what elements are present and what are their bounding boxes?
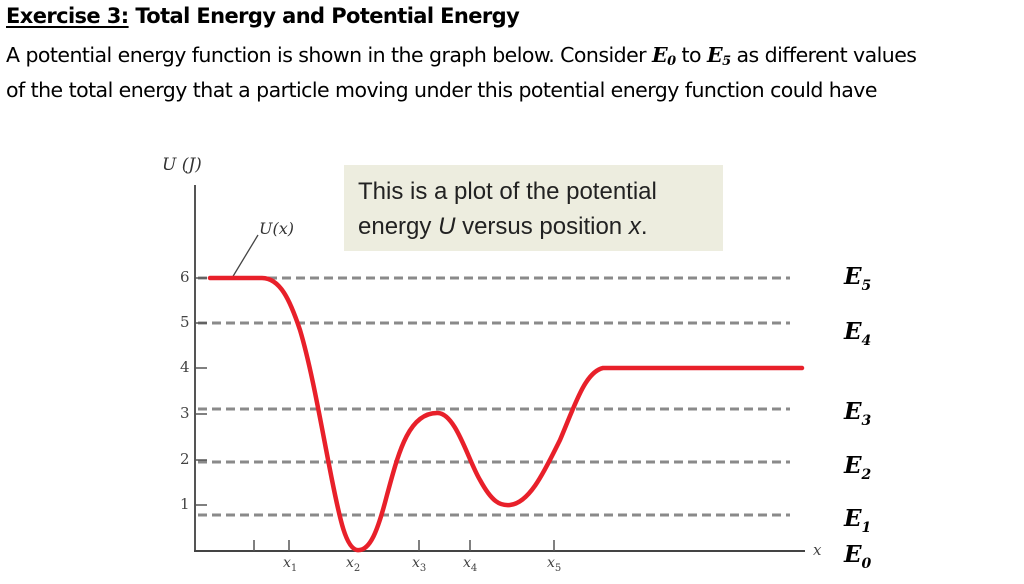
energy-label-e5: E5 [844, 263, 872, 294]
x-tick-x2: x2 [346, 555, 361, 574]
curve-label-leader [231, 234, 259, 279]
energy-label-e2: E2 [844, 452, 872, 483]
energy-label-e3: E3 [844, 398, 872, 429]
exercise-label: Exercise 3: [6, 4, 129, 28]
energy-label-e4: E4 [844, 318, 872, 349]
x-tick-x4: x4 [463, 555, 478, 574]
y-axis-label: U (J) [162, 155, 202, 175]
description-text: A potential energy function is shown in … [6, 43, 652, 67]
x-axis-label: x [813, 541, 822, 559]
energy-symbol-e0: E0 [652, 43, 676, 69]
energy-symbol-e5: E5 [707, 43, 731, 69]
energy-label-e1: E1 [844, 505, 872, 536]
callout-line-2: energy U versus position x. [358, 213, 648, 240]
exercise-title: Total Energy and Potential Energy [135, 4, 520, 28]
x-tick-x1: x1 [283, 555, 298, 574]
curve-label: U(x) [259, 219, 294, 238]
y-tick-3: 3 [180, 404, 190, 422]
exercise-heading: Exercise 3: Total Energy and Potential E… [6, 4, 520, 28]
description-line-1: A potential energy function is shown in … [6, 43, 917, 69]
x-ticks [253, 540, 555, 551]
x-tick-x5: x5 [547, 555, 562, 574]
energy-label-e0: E0 [844, 541, 872, 572]
potential-curve [207, 275, 805, 553]
y-tick-2: 2 [180, 450, 190, 468]
callout-line-1: This is a plot of the potential [358, 178, 657, 205]
y-tick-1: 1 [180, 495, 190, 513]
plot-callout: This is a plot of the potential energy U… [344, 165, 723, 251]
y-tick-5: 5 [180, 313, 190, 331]
description-line-2: of the total energy that a particle movi… [6, 78, 877, 102]
y-tick-4: 4 [180, 358, 190, 376]
energy-level-lines [198, 276, 790, 517]
y-tick-6: 6 [180, 268, 190, 286]
y-ticks [195, 277, 207, 506]
description-text: as different values [730, 43, 917, 67]
description-text: to [675, 43, 707, 67]
x-tick-x3: x3 [412, 555, 427, 574]
